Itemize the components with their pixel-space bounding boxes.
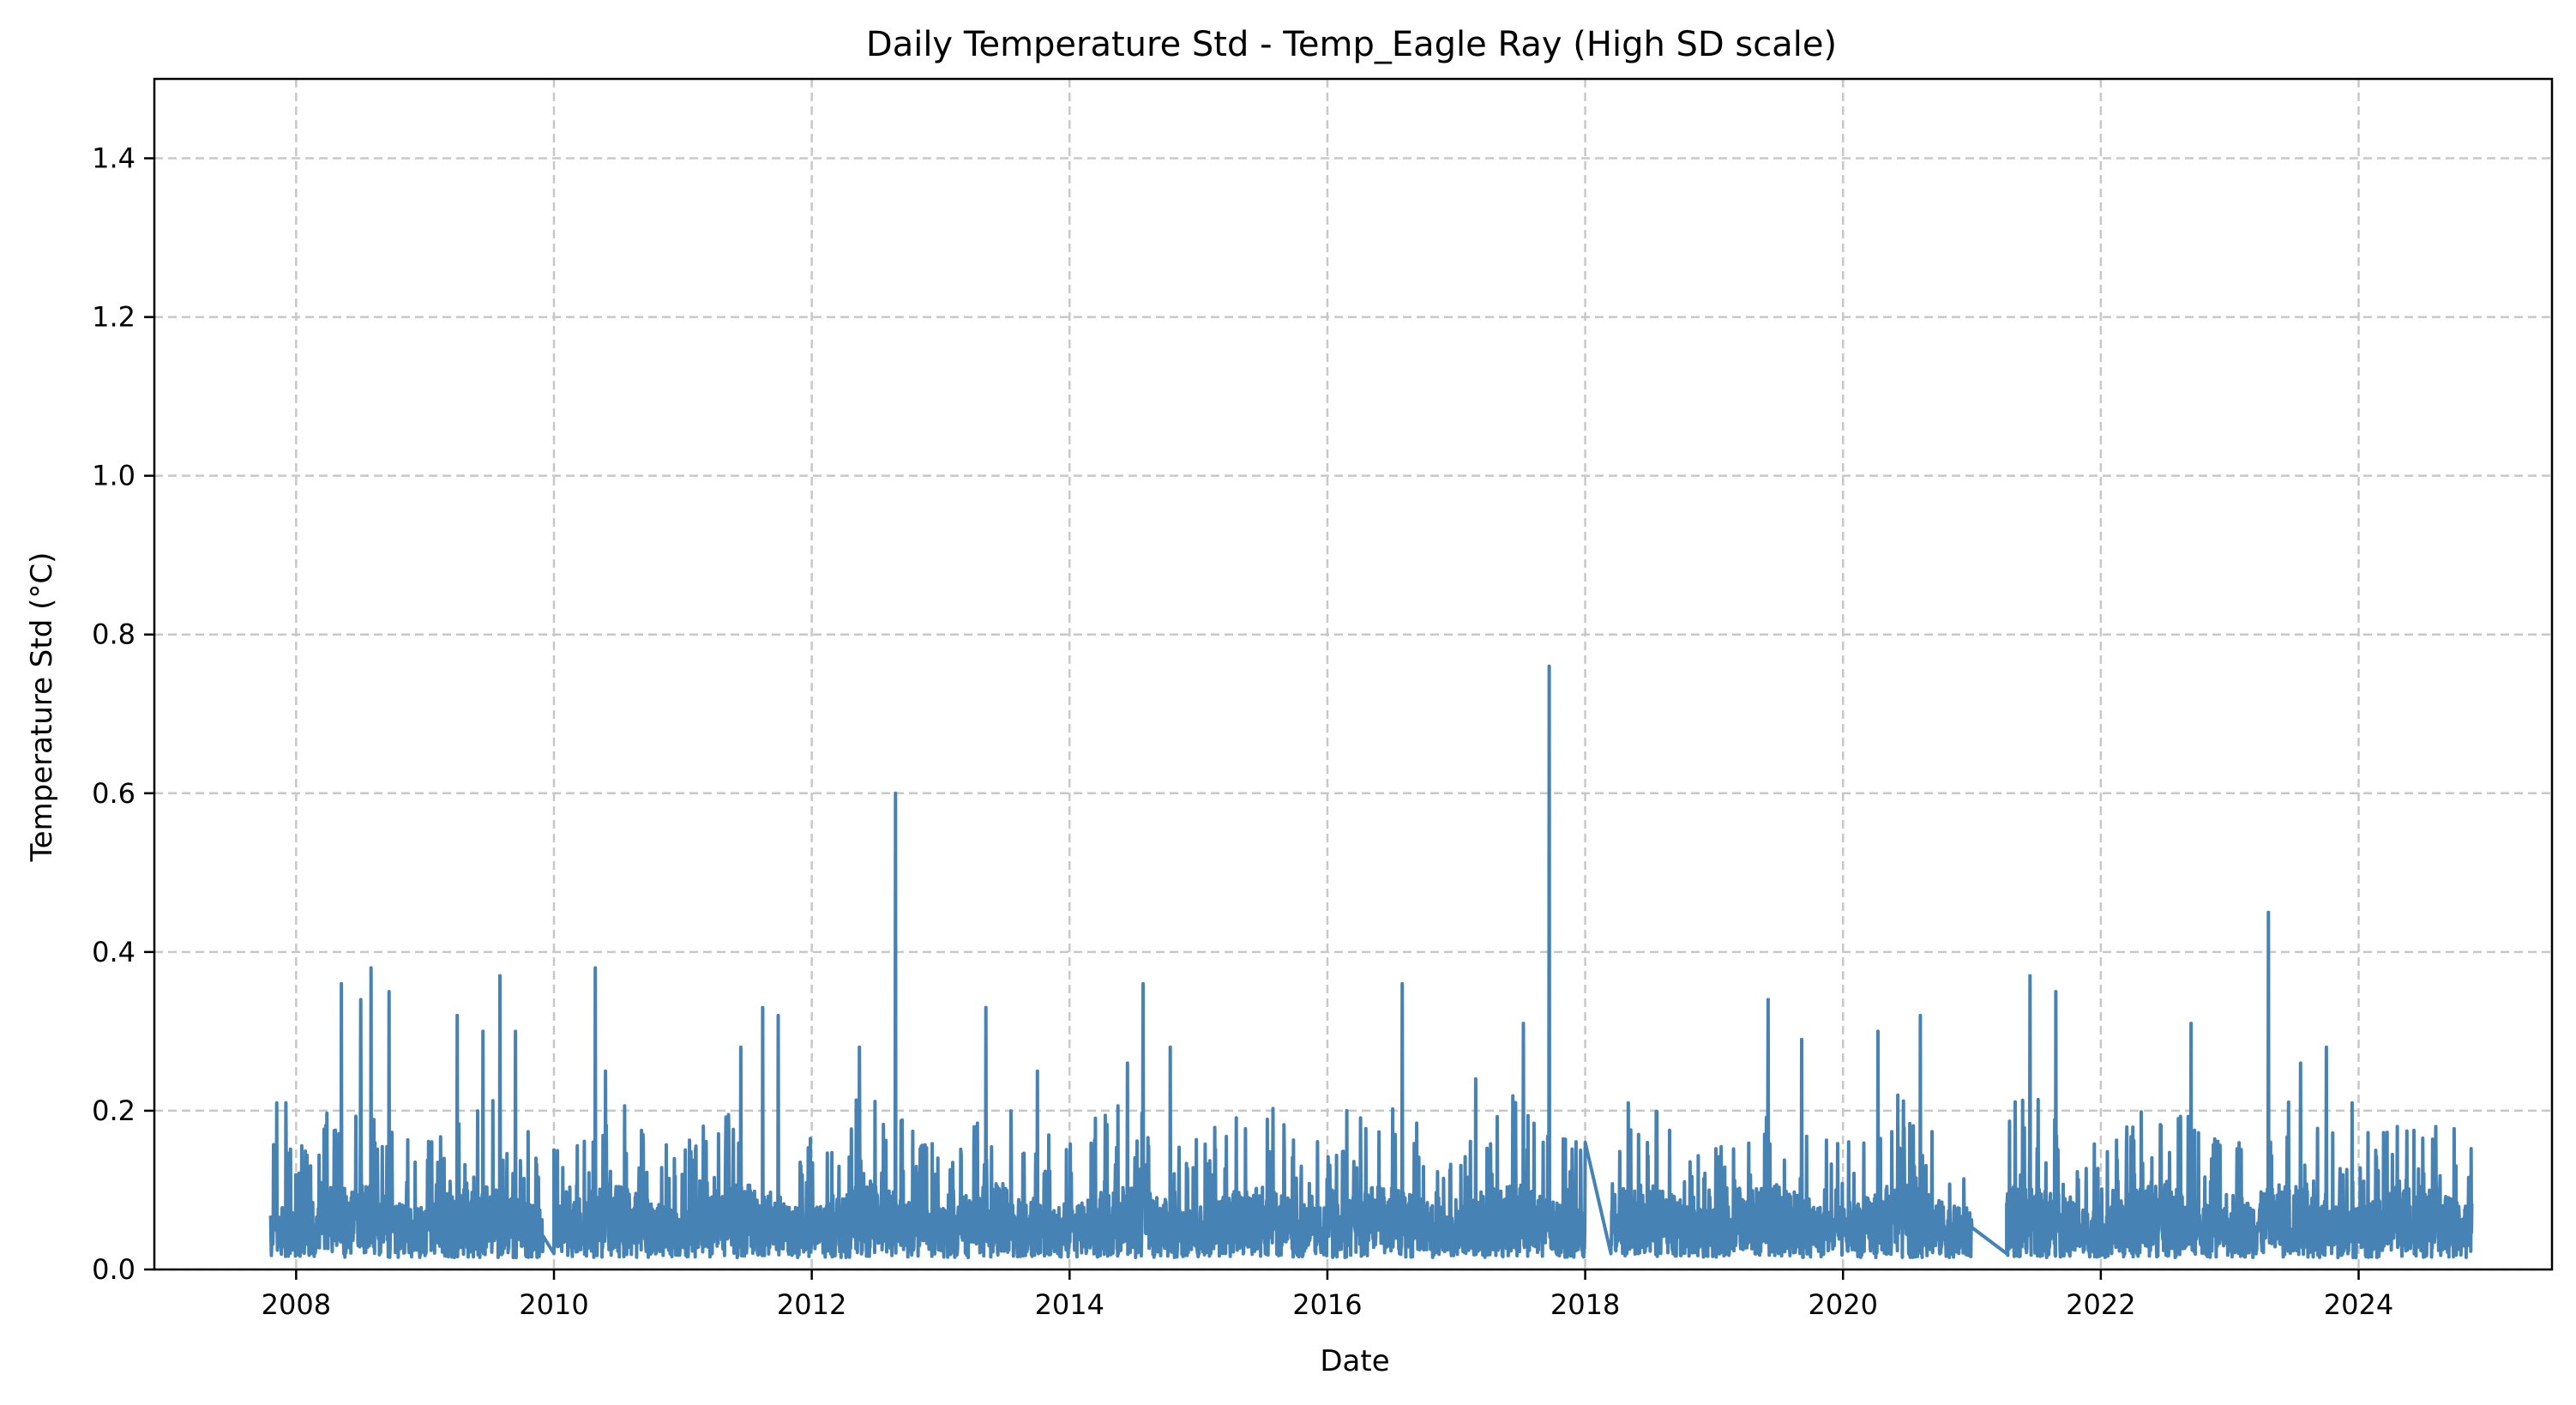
x-tick-label: 2014 (1035, 1288, 1104, 1321)
y-tick-label: 1.0 (92, 460, 135, 492)
plot-frame (153, 77, 2554, 1271)
x-tick-label: 2020 (1809, 1288, 1878, 1321)
x-tick-label: 2008 (262, 1288, 331, 1321)
x-tick-label: 2022 (2066, 1288, 2135, 1321)
y-tick-label: 1.2 (92, 301, 135, 334)
y-tick-label: 0.4 (92, 936, 135, 968)
x-axis-title: Date (1320, 1344, 1389, 1378)
y-tick-label: 0.2 (92, 1094, 135, 1127)
x-tick-label: 2012 (777, 1288, 846, 1321)
y-axis-title: Temperature Std (°C) (25, 552, 59, 863)
chart-title: Daily Temperature Std - Temp_Eagle Ray (… (866, 25, 1837, 64)
y-tick-label: 0.6 (92, 777, 135, 810)
series-line (268, 664, 2474, 1260)
series-layer (268, 664, 2474, 1260)
x-tick-label: 2018 (1550, 1288, 1620, 1321)
y-tick-label: 0.8 (92, 618, 135, 651)
axes-layer: 2008 2010 2012 2014 2016 2018 2020 2022 2024 0.0 0… (92, 77, 2554, 1321)
x-tick-label: 2010 (519, 1288, 588, 1321)
y-tick-label: 1.4 (92, 142, 135, 175)
y-tick-label: 0.0 (92, 1253, 135, 1286)
x-tick-label: 2024 (2324, 1288, 2393, 1321)
x-tick-label: 2016 (1292, 1288, 1362, 1321)
